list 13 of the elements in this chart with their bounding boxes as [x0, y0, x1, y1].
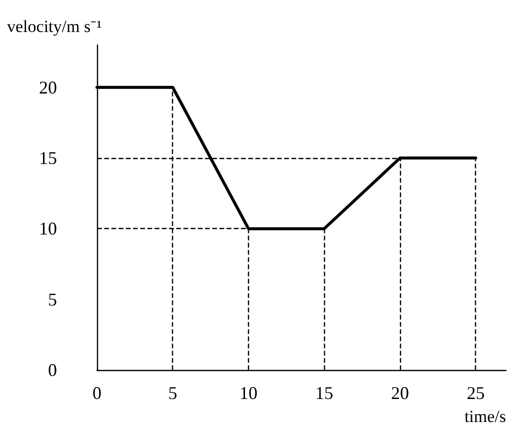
y-tick-label: 20 — [39, 77, 57, 98]
y-tick-label: 0 — [48, 360, 57, 380]
x-tick-label: 10 — [239, 383, 258, 403]
y-tick-label: 15 — [39, 148, 57, 168]
y-tick-label: 10 — [39, 218, 57, 239]
y-axis-title: velocity/m s⁻¹ — [7, 17, 102, 36]
x-axis-title: time/s — [464, 407, 506, 426]
x-tick-label: 20 — [390, 383, 409, 403]
x-tick-label: 5 — [168, 383, 178, 403]
x-tick-label: 15 — [315, 383, 334, 403]
x-tick-label: 25 — [466, 383, 485, 403]
x-tick-label: 0 — [92, 383, 102, 403]
y-tick-label: 5 — [48, 289, 57, 310]
